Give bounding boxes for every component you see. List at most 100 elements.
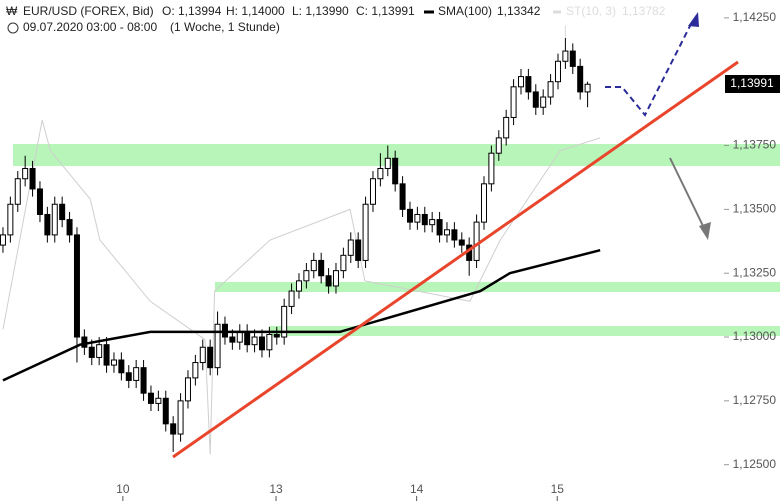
candle-body xyxy=(584,83,591,93)
header-bg xyxy=(0,0,620,38)
candle-body xyxy=(258,336,265,351)
candle-body xyxy=(36,188,43,215)
y-tick-label: 1,14250 xyxy=(733,10,777,24)
candle-body xyxy=(22,168,29,180)
candle-body xyxy=(347,239,354,256)
candle-body xyxy=(88,346,95,358)
x-tick-label: 13 xyxy=(269,482,283,496)
candle-body xyxy=(495,137,502,154)
candle-body xyxy=(547,81,554,98)
candle-body xyxy=(81,336,88,348)
y-tick-label: 1,13500 xyxy=(733,202,777,216)
trend-line xyxy=(172,60,739,459)
candle-body xyxy=(0,234,6,246)
candle-body xyxy=(569,50,576,67)
candle-body xyxy=(295,280,302,292)
candle-body xyxy=(332,270,339,287)
candle-body xyxy=(369,178,376,205)
candle-body xyxy=(429,219,436,226)
candle-body xyxy=(443,229,450,236)
candle-body xyxy=(184,377,191,402)
candle-body xyxy=(103,344,110,366)
arrow-head xyxy=(688,12,699,27)
candle-body xyxy=(510,86,517,118)
candle-body xyxy=(140,367,147,394)
x-tick-label: 10 xyxy=(116,482,130,496)
legend-label: SMA(100) xyxy=(438,4,492,18)
ohlc: C: 1,13991 xyxy=(356,4,415,18)
candle-body xyxy=(362,203,369,261)
y-tick-label: 1,13750 xyxy=(733,138,777,152)
st-line xyxy=(2,119,601,455)
candle-body xyxy=(147,392,154,404)
candle-body xyxy=(110,359,117,366)
candle-body xyxy=(170,423,177,435)
candle-body xyxy=(96,344,103,358)
candle-body xyxy=(488,152,495,185)
candle-body xyxy=(207,346,214,369)
candle-body xyxy=(554,60,561,83)
candle-body xyxy=(399,183,406,210)
candle-body xyxy=(436,219,443,236)
candle-body xyxy=(406,208,413,223)
candle-body xyxy=(303,270,310,282)
candle-body xyxy=(288,290,295,307)
candle-body xyxy=(66,219,73,236)
candle-body xyxy=(340,254,347,272)
candle-body xyxy=(480,183,487,223)
candle-body xyxy=(577,65,584,93)
candle-body xyxy=(517,76,524,88)
candle-body xyxy=(414,213,421,223)
arrow-head xyxy=(699,222,711,240)
candle-body xyxy=(14,178,21,205)
icon: ₩ xyxy=(6,4,18,18)
sma-line xyxy=(2,249,601,382)
candle-body xyxy=(155,397,162,404)
candle-body xyxy=(421,213,428,226)
candle-body xyxy=(525,76,532,93)
annotations xyxy=(172,12,739,459)
candle-body xyxy=(229,336,236,343)
candle-body xyxy=(458,239,465,246)
candle-body xyxy=(192,362,199,379)
candle-body xyxy=(318,259,325,277)
candle-body xyxy=(266,333,273,351)
candle-body xyxy=(221,323,228,338)
candle-body xyxy=(133,367,140,381)
candle-body xyxy=(532,91,539,108)
candle-body xyxy=(244,331,251,346)
zone xyxy=(13,144,780,166)
candle-body xyxy=(118,359,125,374)
y-tick-label: 1,12500 xyxy=(733,457,777,471)
last-price-box xyxy=(725,75,780,93)
support-zones xyxy=(13,144,780,336)
forecast-arrow xyxy=(605,21,693,117)
legend-value: 1,13342 xyxy=(497,4,541,18)
candle-body xyxy=(199,346,206,364)
title: EUR/USD (FOREX, Bid) xyxy=(23,4,154,18)
candle-body xyxy=(473,221,480,261)
candle-body xyxy=(273,333,280,338)
y-tick-label: 1,12750 xyxy=(733,393,777,407)
candle-body xyxy=(7,203,14,236)
candle-body xyxy=(236,331,243,343)
down-arrow xyxy=(669,157,706,231)
candle-body xyxy=(214,323,221,369)
ohlc: L: 1,13990 xyxy=(292,4,349,18)
candle-body xyxy=(162,397,169,425)
candle-body xyxy=(125,372,132,381)
candle-body xyxy=(73,234,80,338)
header: ₩ EUR/USD (FOREX, Bid) O: 1,13994 H: 1,1… xyxy=(0,0,666,38)
period: (1 Woche, 1 Stunde) xyxy=(170,20,280,34)
x-tick-label: 15 xyxy=(551,482,565,496)
candle-body xyxy=(281,305,288,338)
ohlc: H: 1,14000 xyxy=(226,4,285,18)
zone xyxy=(215,282,780,292)
y-tick-label: 1,13000 xyxy=(733,329,777,343)
legend-value: 1,13782 xyxy=(622,4,666,18)
candle-body xyxy=(377,168,384,180)
ohlc: O: 1,13994 xyxy=(162,4,222,18)
candle-body xyxy=(177,400,184,435)
